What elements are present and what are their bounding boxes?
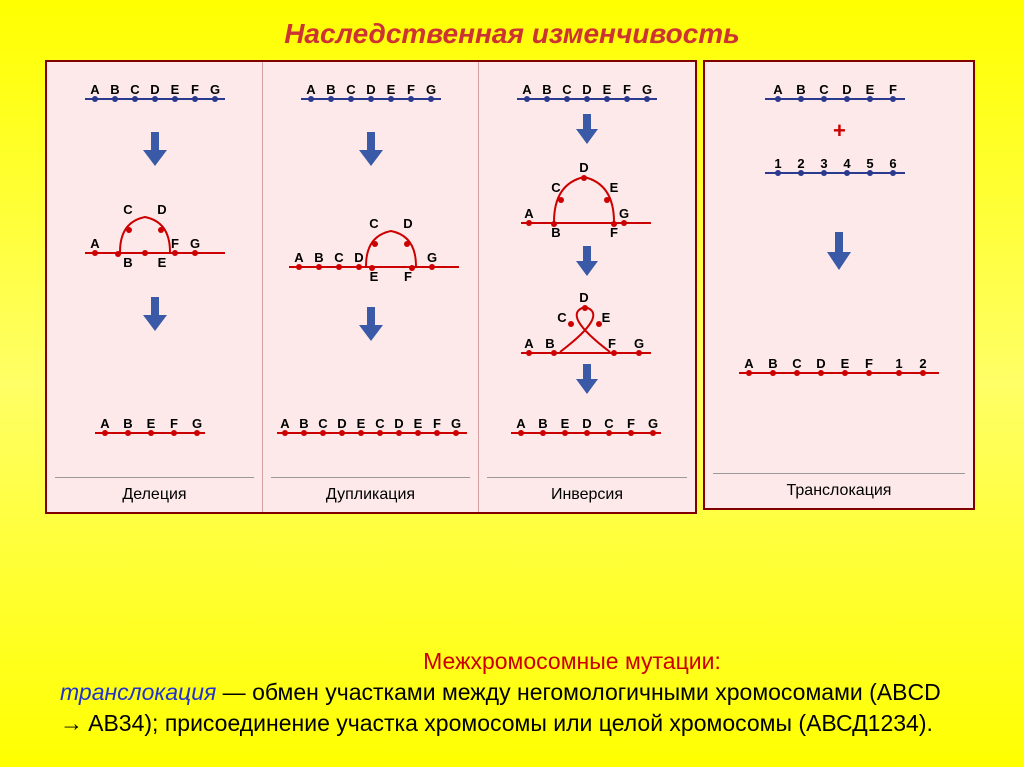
page-title: Наследственная изменчивость <box>0 0 1024 60</box>
arrow-down-icon <box>141 297 169 331</box>
arrow-down-icon <box>574 364 600 394</box>
caption-translocation: Транслокация <box>705 482 973 500</box>
panel-translocation: A B C D E F + 1 2 3 4 5 6 A <box>703 60 975 510</box>
plus-icon: + <box>833 118 846 144</box>
caption-deletion: Делеция <box>47 486 262 504</box>
arrow-down-icon <box>357 307 385 341</box>
panel-duplication: A B C D E F G A B C D G <box>263 62 479 512</box>
description-block: Межхромосомные мутации: транслокация — о… <box>60 646 964 739</box>
term-translocation: транслокация <box>60 679 216 705</box>
sub-heading: Межхромосомные мутации: <box>180 646 964 677</box>
panel-inversion: A B C D E F G A G <box>479 62 695 512</box>
arrow-down-icon <box>141 132 169 166</box>
panel-deletion: A B C D E F G A F G <box>47 62 263 512</box>
caption-inversion: Инверсия <box>479 486 695 504</box>
arrow-down-icon <box>574 246 600 276</box>
panel-group-3: A B C D E F G A F G <box>45 60 697 514</box>
arrow-down-icon <box>825 232 853 270</box>
diagram-area: A B C D E F G A F G <box>45 60 979 514</box>
arrow-down-icon <box>357 132 385 166</box>
arrow-down-icon <box>574 114 600 144</box>
caption-duplication: Дупликация <box>263 486 478 504</box>
